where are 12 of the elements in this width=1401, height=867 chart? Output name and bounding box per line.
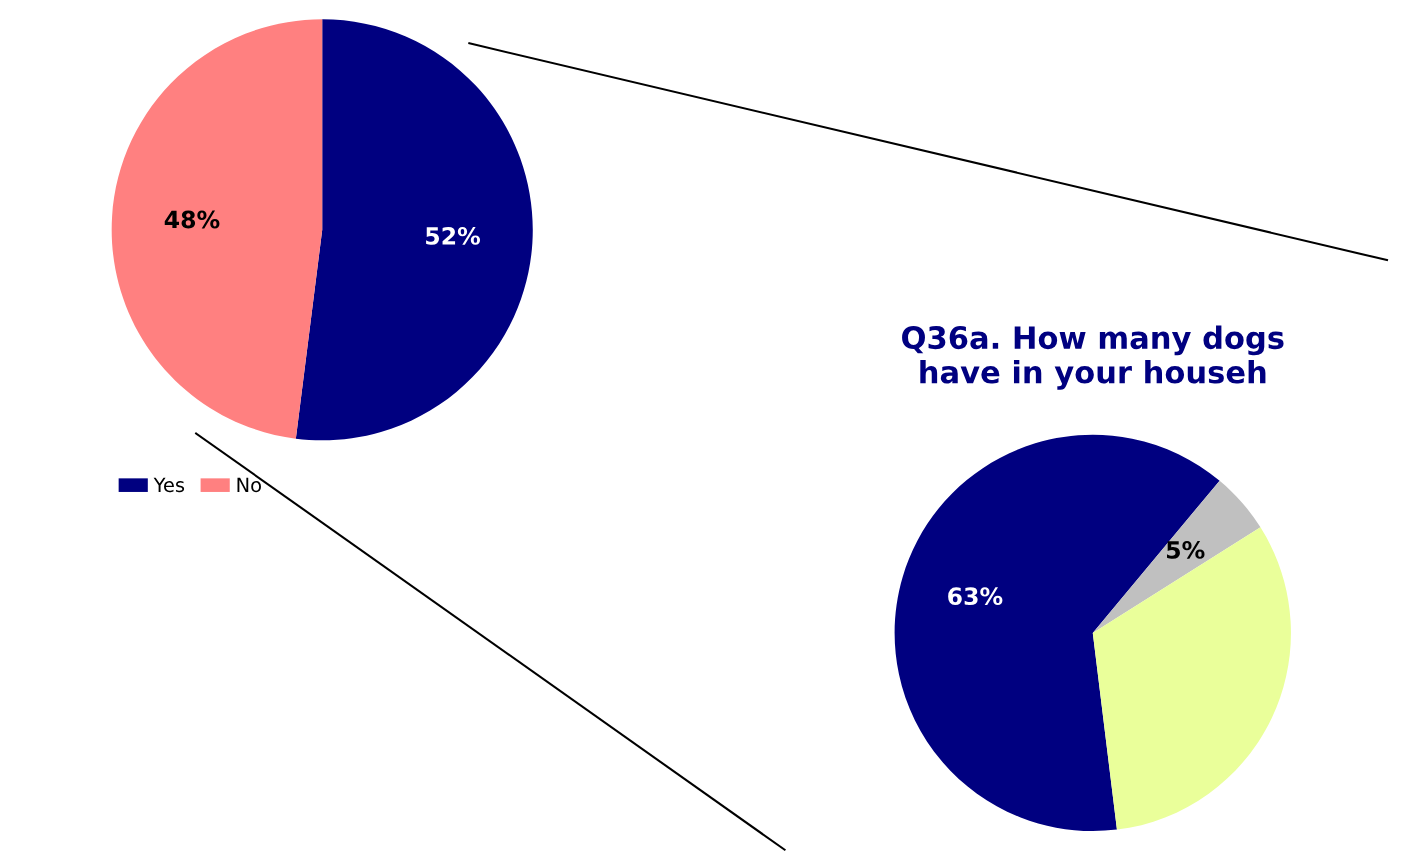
legend-label: No <box>237 477 261 493</box>
pie-slice <box>1092 480 1261 633</box>
pie-slice <box>111 19 323 439</box>
data-label: 52% <box>426 226 481 245</box>
legend-label: Yes <box>153 477 185 493</box>
data-label: 63% <box>948 587 1003 606</box>
pie-slice <box>1092 527 1291 830</box>
pie-slice <box>295 19 533 441</box>
pie-slice <box>894 434 1220 832</box>
data-label: 48% <box>164 210 220 229</box>
data-label: 5% <box>1167 540 1205 559</box>
chart-title: Q36a. How many dogs have in your househ <box>902 325 1284 390</box>
